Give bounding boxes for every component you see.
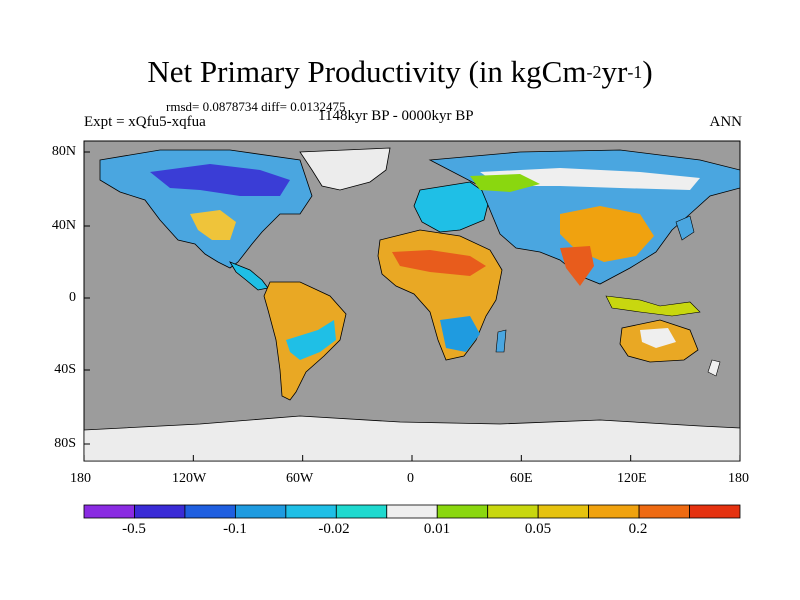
colorbar-swatch [83, 504, 135, 519]
land-central-america [229, 261, 269, 291]
land-greenland [299, 147, 391, 191]
colorbar-swatch [487, 504, 539, 519]
colorbar-label: 0.01 [423, 521, 451, 537]
x-tick-marks [83, 455, 741, 461]
colorbar-swatch [436, 504, 489, 519]
land-canada-blue [150, 164, 290, 196]
y-tick-marks [84, 151, 90, 445]
land-sa-blue [286, 320, 336, 360]
colorbar-swatch [386, 504, 438, 519]
colorbar-swatch [588, 504, 640, 519]
colorbar [83, 504, 741, 519]
experiment-label: Expt = xQfu5-xqfua [84, 114, 206, 130]
colorbar-swatch [537, 504, 590, 519]
y-tick-label: 80S [54, 436, 76, 451]
season-label: ANN [709, 114, 743, 130]
land-us-warm [190, 210, 236, 240]
land-indonesia [605, 295, 701, 317]
x-tick-label: 180 [70, 471, 91, 486]
y-tick-label: 40S [54, 362, 76, 377]
land-india-warm [560, 246, 594, 286]
land-africa-blue [440, 316, 480, 352]
period-label: 1148kyr BP - 0000kyr BP [318, 108, 474, 124]
x-tick-label: 120E [617, 471, 647, 486]
colorbar-swatch [134, 504, 186, 519]
colorbar-label: -0.1 [223, 521, 247, 537]
land-australia-white [640, 328, 676, 348]
colorbar-label: -0.5 [122, 521, 146, 537]
rmsd-diff-label: rmsd= 0.0878734 diff= 0.0132475 [166, 99, 346, 114]
x-tick-label: 60E [510, 471, 533, 486]
colorbar-swatch [285, 504, 337, 519]
land-asia-green [470, 174, 540, 192]
colorbar-label: 0.05 [524, 521, 552, 537]
land-japan [675, 215, 695, 241]
land-layer [83, 147, 741, 462]
x-tick-label: 60W [286, 471, 314, 486]
land-madagascar [495, 329, 507, 353]
colorbar-swatch [638, 504, 690, 519]
y-tick-label: 0 [69, 290, 76, 305]
x-tick-label: 0 [407, 471, 414, 486]
land-sahara-red [392, 250, 486, 276]
x-tick-label: 180 [728, 471, 749, 486]
colorbar-swatch [234, 504, 287, 519]
colorbar-swatch [184, 504, 236, 519]
y-tick-label: 80N [51, 144, 76, 159]
colorbar-swatch [335, 504, 388, 519]
y-tick-label: 40N [51, 218, 76, 233]
x-tick-label: 120W [172, 471, 207, 486]
colorbar-label: -0.02 [318, 521, 350, 537]
colorbar-label: 0.2 [628, 521, 648, 537]
land-europe [413, 181, 491, 233]
chart-title: Net Primary Productivity (in kgCm-2yr-1) [147, 54, 653, 89]
colorbar-swatch [689, 504, 741, 519]
land-new-zealand [707, 359, 721, 377]
